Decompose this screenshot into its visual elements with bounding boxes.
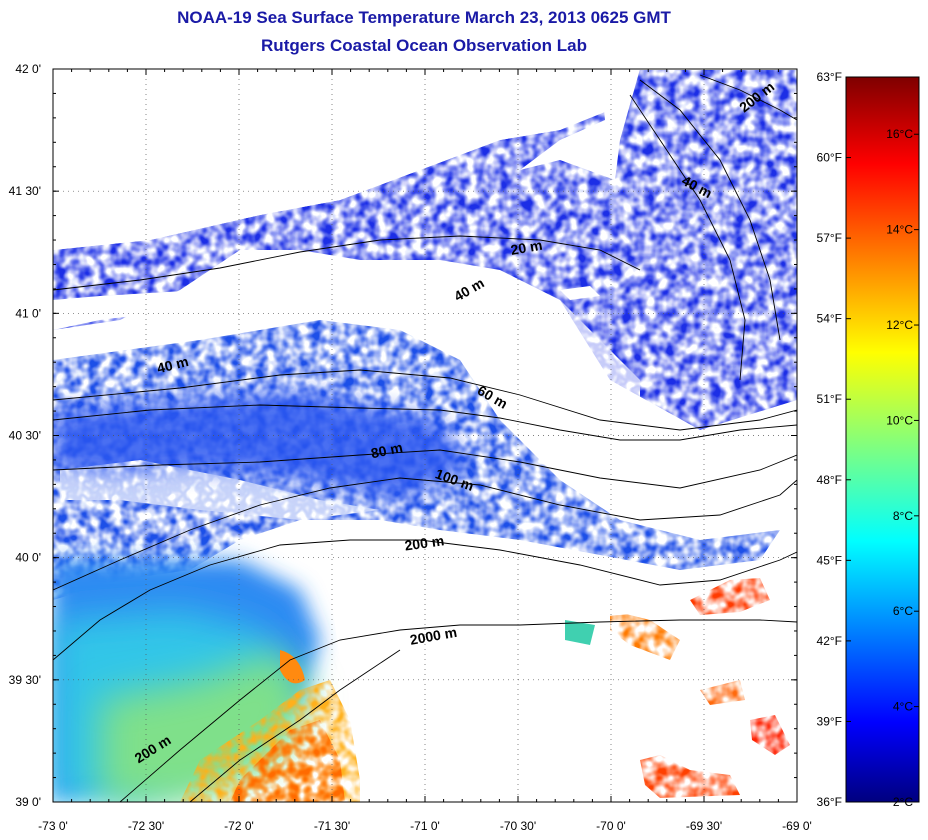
lon-tick-label: -72 30' bbox=[128, 819, 164, 833]
celsius-label: 12°C bbox=[886, 318, 913, 332]
map-subtitle: Rutgers Coastal Ocean Observation Lab bbox=[261, 36, 587, 55]
lon-tick-label: -71 0' bbox=[410, 819, 440, 833]
celsius-label: 6°C bbox=[893, 604, 913, 618]
lat-tick-label: 40 0' bbox=[15, 551, 41, 565]
celsius-label: 16°C bbox=[886, 127, 913, 141]
lon-tick-label: -69 0' bbox=[782, 819, 812, 833]
colorbar bbox=[845, 76, 920, 803]
map-axes: -73 0' -72 30' -72 0' -71 30' -71 0' -70 30' -… bbox=[9, 62, 812, 833]
fahrenheit-label: 36°F bbox=[817, 795, 842, 809]
celsius-label: 10°C bbox=[886, 413, 913, 427]
colorbar-labels: 36°F 39°F 42°F 45°F 48°F 51°F 54°F 57°F 60°F 63°F… bbox=[817, 70, 919, 809]
fahrenheit-label: 45°F bbox=[817, 553, 842, 567]
lon-tick-label: -70 30' bbox=[500, 819, 536, 833]
lat-tick-label: 42 0' bbox=[15, 62, 41, 76]
fahrenheit-label: 63°F bbox=[817, 70, 842, 84]
lon-tick-label: -71 30' bbox=[314, 819, 350, 833]
fahrenheit-label: 42°F bbox=[817, 634, 842, 648]
contour-label: 40 m bbox=[155, 353, 190, 376]
fahrenheit-label: 48°F bbox=[817, 473, 842, 487]
map-grid bbox=[53, 69, 797, 802]
fahrenheit-label: 60°F bbox=[817, 151, 842, 165]
fahrenheit-label: 39°F bbox=[817, 714, 842, 728]
lat-tick-label: 41 0' bbox=[15, 306, 41, 320]
contour-label: 20 m bbox=[509, 237, 543, 258]
celsius-label: 14°C bbox=[886, 223, 913, 237]
celsius-label: 4°C bbox=[893, 700, 913, 714]
contour-label: 200 m bbox=[404, 532, 446, 553]
lat-tick-label: 39 0' bbox=[15, 795, 41, 809]
celsius-label: 2°C bbox=[893, 795, 913, 809]
contour-label: 80 m bbox=[369, 439, 404, 461]
lon-tick-label: -73 0' bbox=[38, 819, 68, 833]
fahrenheit-label: 54°F bbox=[817, 312, 842, 326]
lon-tick-label: -69 30' bbox=[686, 819, 722, 833]
lat-tick-label: 40 30' bbox=[9, 429, 41, 443]
map-title: NOAA-19 Sea Surface Temperature March 23… bbox=[177, 8, 671, 27]
lat-tick-label: 39 30' bbox=[9, 673, 41, 687]
lat-tick-label: 41 30' bbox=[9, 184, 41, 198]
celsius-label: 8°C bbox=[893, 509, 913, 523]
bathymetry-contours bbox=[53, 74, 797, 802]
lon-tick-label: -72 0' bbox=[224, 819, 254, 833]
fahrenheit-label: 51°F bbox=[817, 392, 842, 406]
fahrenheit-label: 57°F bbox=[817, 231, 842, 245]
lon-tick-label: -70 0' bbox=[596, 819, 626, 833]
